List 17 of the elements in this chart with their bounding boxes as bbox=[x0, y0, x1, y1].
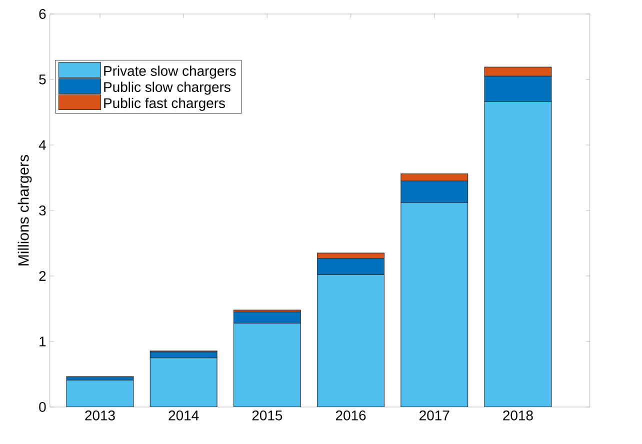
y-axis-title: Millions chargers bbox=[18, 155, 32, 266]
y-tick-label: 2 bbox=[39, 271, 46, 281]
x-tick-label: 2014 bbox=[168, 410, 199, 420]
x-tick-label: 2018 bbox=[503, 410, 533, 420]
legend-label: Public slow chargers bbox=[104, 82, 230, 95]
legend-label: Private slow chargers bbox=[104, 66, 236, 79]
y-tick-label: 0 bbox=[39, 402, 46, 412]
legend-label: Public fast chargers bbox=[104, 98, 225, 111]
y-tick-label: 1 bbox=[40, 336, 46, 346]
y-tick-label: 3 bbox=[39, 206, 46, 216]
x-tick-label: 2015 bbox=[252, 410, 282, 420]
y-tick-label: 4 bbox=[38, 140, 46, 150]
y-tick-label: 5 bbox=[39, 74, 46, 84]
x-tick-label: 2016 bbox=[336, 410, 366, 420]
x-tick-label: 2013 bbox=[85, 410, 115, 420]
y-tick-label: 6 bbox=[39, 9, 46, 19]
x-tick-label: 2017 bbox=[420, 410, 450, 420]
